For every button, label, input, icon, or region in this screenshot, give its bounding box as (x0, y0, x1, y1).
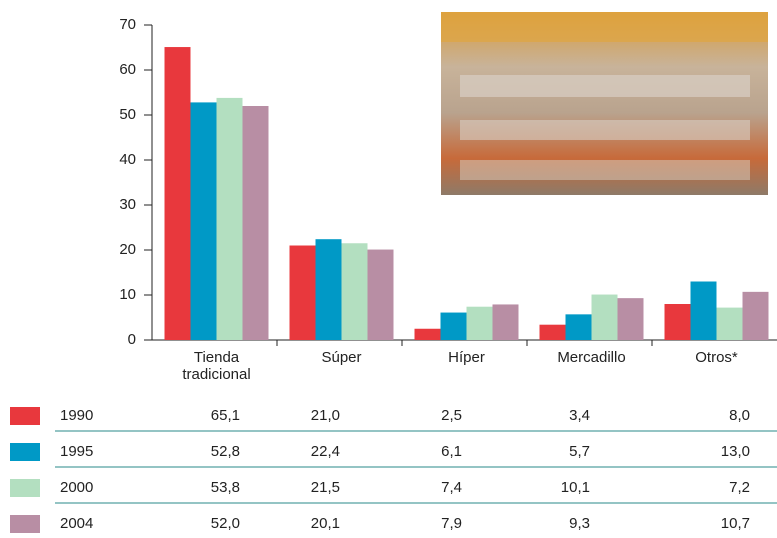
x-tick-label: Híper (448, 349, 485, 366)
table-value: 2,5 (441, 407, 462, 424)
table-value: 10,1 (561, 479, 590, 496)
table-value: 22,4 (311, 443, 340, 460)
table-value: 20,1 (311, 515, 340, 532)
table-value: 13,0 (721, 443, 750, 460)
x-tick-label: Súper (321, 349, 362, 366)
x-tick-label: Otros* (695, 349, 738, 366)
table-value: 7,9 (441, 515, 462, 532)
bar (492, 304, 519, 340)
y-tick-label: 20 (119, 241, 136, 258)
bar (414, 328, 441, 340)
bar (664, 304, 691, 340)
bar (591, 294, 618, 340)
bar (315, 239, 342, 340)
bar (716, 307, 743, 340)
legend-swatch (10, 479, 40, 497)
bar (690, 281, 717, 340)
table-value: 21,0 (311, 407, 340, 424)
table-value: 6,1 (441, 443, 462, 460)
legend-swatch (10, 407, 40, 425)
bar (242, 106, 269, 340)
table-value: 53,8 (211, 479, 240, 496)
y-tick-label: 60 (119, 61, 136, 78)
table-value: 65,1 (211, 407, 240, 424)
y-tick-label: 40 (119, 151, 136, 168)
table-value: 9,3 (569, 515, 590, 532)
y-tick-label: 10 (119, 286, 136, 303)
table-value: 10,7 (721, 515, 750, 532)
bar (565, 314, 592, 340)
y-tick-label: 30 (119, 196, 136, 213)
bar (216, 97, 243, 341)
bar (440, 312, 467, 340)
bar (341, 243, 368, 340)
legend-label: 2004 (60, 515, 93, 532)
y-tick-label: 0 (128, 331, 136, 348)
table-value: 7,4 (441, 479, 462, 496)
bar (164, 47, 191, 341)
y-tick-label: 50 (119, 106, 136, 123)
bar (289, 245, 316, 340)
table-value: 5,7 (569, 443, 590, 460)
bar (466, 306, 493, 340)
legend-label: 1990 (60, 407, 93, 424)
bar (539, 324, 566, 340)
table-value: 7,2 (729, 479, 750, 496)
table-value: 3,4 (569, 407, 590, 424)
y-tick-label: 70 (119, 16, 136, 33)
photo (441, 12, 768, 195)
legend-swatch (10, 443, 40, 461)
table-value: 8,0 (729, 407, 750, 424)
bar (367, 249, 394, 340)
x-tick-label: Mercadillo (557, 349, 626, 366)
table-value: 21,5 (311, 479, 340, 496)
legend-label: 2000 (60, 479, 93, 496)
table-value: 52,0 (211, 515, 240, 532)
bar (742, 291, 769, 340)
legend-swatch (10, 515, 40, 533)
x-tick-label: Tienda tradicional (182, 349, 251, 383)
bar (617, 298, 644, 340)
table-value: 52,8 (211, 443, 240, 460)
bar (190, 102, 217, 341)
legend-label: 1995 (60, 443, 93, 460)
